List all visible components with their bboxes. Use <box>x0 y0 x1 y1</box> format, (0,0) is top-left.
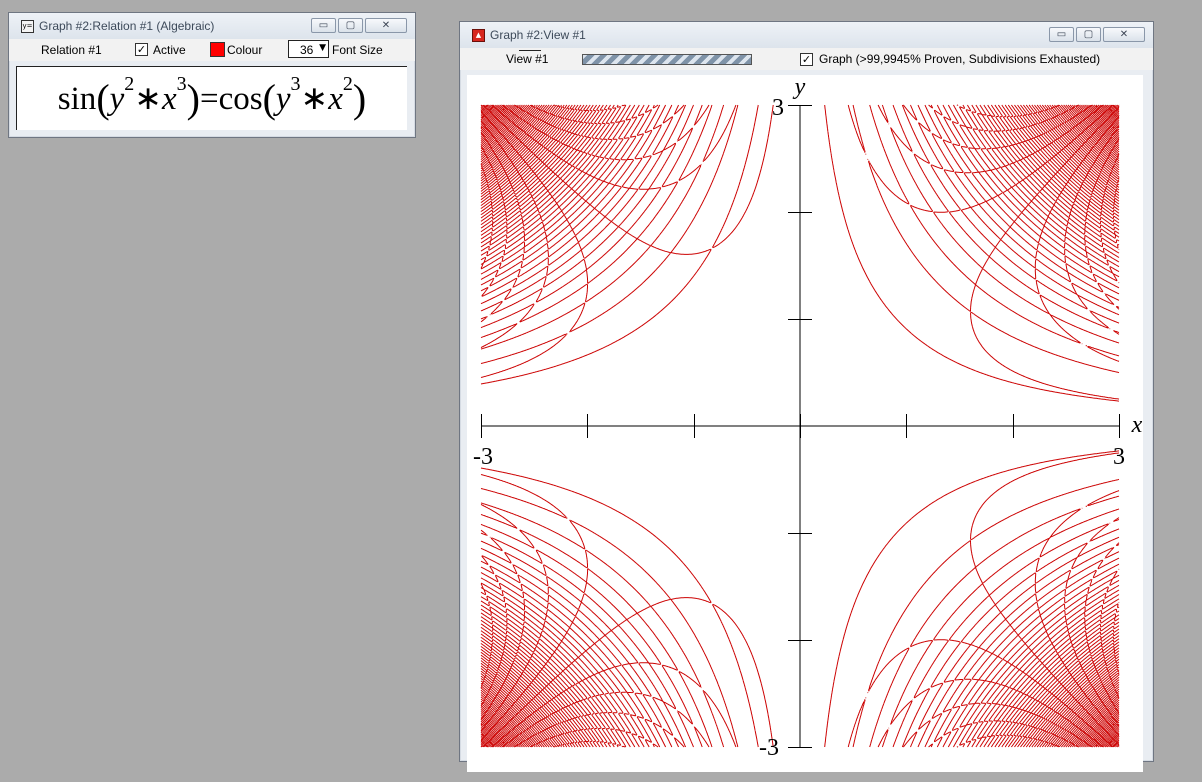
lhs-var-a: y <box>109 81 125 117</box>
colour-swatch[interactable] <box>210 42 225 57</box>
relation-curve <box>480 104 1120 748</box>
view-tab[interactable]: View #1 <box>506 52 549 66</box>
graph-checkbox[interactable]: ✓ <box>800 53 813 66</box>
rhs-var-b: x <box>328 81 343 117</box>
equals-sign: = <box>199 81 219 117</box>
font-size-label: Font Size <box>332 43 383 57</box>
checkmark-icon: ✓ <box>136 43 147 56</box>
relation-window: y= Graph #2:Relation #1 (Algebraic) ▭ ▢ … <box>8 12 416 138</box>
colour-label: Colour <box>227 43 263 57</box>
paren-open-rhs: ( <box>262 76 276 121</box>
x-tick-label-max: 3 <box>1113 444 1125 470</box>
maximize-icon: ▢ <box>1083 28 1094 40</box>
y-equals-icon: y= <box>21 20 34 33</box>
font-size-value: 36 <box>300 43 314 57</box>
view-titlebar[interactable]: ▲ Graph #2:View #1 ▭ ▢ ✕ <box>460 22 1153 48</box>
rhs-exp-a: 3 <box>290 73 301 95</box>
dropdown-arrow-icon: ▼ <box>319 43 326 53</box>
plot-area[interactable]: -3 3 3 -3 x y <box>467 75 1143 772</box>
view-toolbar: View #1 ✓ Graph (>99,9945% Proven, Subdi… <box>460 48 1153 70</box>
lhs-exp-a: 2 <box>124 73 135 95</box>
relation-titlebar[interactable]: y= Graph #2:Relation #1 (Algebraic) ▭ ▢ … <box>9 13 415 39</box>
graph-plot[interactable]: -3 3 3 -3 x y <box>467 75 1143 772</box>
paren-close-lhs: ) <box>186 76 200 121</box>
rhs-operator: ∗ <box>300 81 329 117</box>
checkmark-icon: ✓ <box>801 53 812 66</box>
x-tick-label-min: -3 <box>473 444 493 470</box>
x-axis-label: x <box>1131 412 1143 438</box>
minimize-icon: ▭ <box>1056 28 1067 40</box>
close-icon: ✕ <box>381 19 391 31</box>
relation-toolbar: Relation #1 ✓ Active Colour 36 ▼ Font Si… <box>9 39 415 61</box>
progress-bar <box>582 54 752 65</box>
relation-window-title: Graph #2:Relation #1 (Algebraic) <box>39 19 215 33</box>
equation-editor[interactable]: sin(y2∗x3)=cos(y3∗x2) <box>16 66 407 130</box>
maximize-button[interactable]: ▢ <box>1076 27 1101 42</box>
close-icon: ✕ <box>1119 28 1129 40</box>
minimize-icon: ▭ <box>318 19 329 31</box>
minimize-button[interactable]: ▭ <box>1049 27 1074 42</box>
equation: sin(y2∗x3)=cos(y3∗x2) <box>17 73 407 122</box>
rhs-exp-b: 2 <box>342 73 353 95</box>
graph-view-icon: ▲ <box>472 29 485 42</box>
paren-open-lhs: ( <box>96 76 110 121</box>
lhs-var-b: x <box>161 81 177 117</box>
view-window: ▲ Graph #2:View #1 ▭ ▢ ✕ View #1 ✓ Graph… <box>459 21 1154 772</box>
y-tick-label-max: 3 <box>772 95 784 121</box>
minimize-button[interactable]: ▭ <box>311 18 336 33</box>
active-label: Active <box>153 43 186 57</box>
maximize-button[interactable]: ▢ <box>338 18 363 33</box>
lhs-operator: ∗ <box>134 81 162 117</box>
close-button[interactable]: ✕ <box>365 18 407 33</box>
maximize-icon: ▢ <box>345 19 356 31</box>
view-window-title: Graph #2:View #1 <box>490 28 586 42</box>
lhs-function: sin <box>57 81 97 117</box>
paren-close-rhs: ) <box>352 76 367 121</box>
relation-tab[interactable]: Relation #1 <box>41 43 102 57</box>
font-size-select[interactable]: 36 ▼ <box>288 40 329 58</box>
active-checkbox[interactable]: ✓ <box>135 43 148 56</box>
rhs-var-a: y <box>275 81 291 117</box>
y-tick-label-min: -3 <box>759 735 779 761</box>
lhs-exp-b: 3 <box>176 73 187 95</box>
close-button[interactable]: ✕ <box>1103 27 1145 42</box>
tab-indicator <box>519 50 541 51</box>
graph-status: Graph (>99,9945% Proven, Subdivisions Ex… <box>819 52 1101 66</box>
y-axis-label: y <box>793 75 806 100</box>
rhs-function: cos <box>218 81 263 117</box>
